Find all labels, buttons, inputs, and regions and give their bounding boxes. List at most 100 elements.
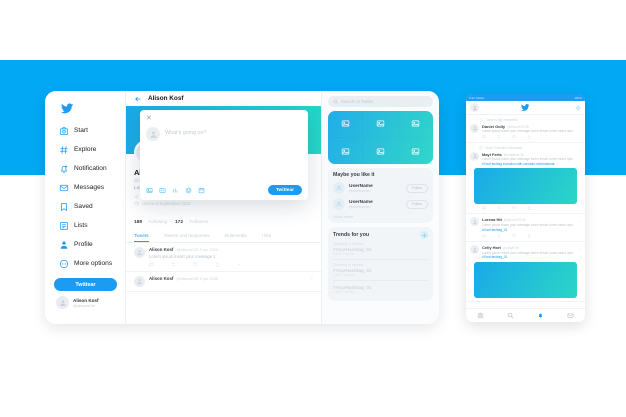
avatar	[146, 127, 160, 141]
close-icon[interactable]: ✕	[146, 115, 152, 122]
poll-icon[interactable]	[172, 187, 179, 194]
sidebar-account[interactable]: Alison Kosf @alisonk0sf	[56, 296, 125, 309]
tweet-image[interactable]	[474, 261, 577, 298]
list-item[interactable]: UserName @username Follow	[333, 182, 428, 194]
list-item[interactable]: ⌄ Trending in Mexico #YourHashtag_01 3,8…	[333, 260, 428, 281]
emoji-icon[interactable]	[185, 187, 192, 194]
list-item[interactable]: ⌄ Trending in Mexico #YourHashtag_01 5,8…	[333, 239, 428, 260]
share-icon[interactable]	[527, 206, 531, 211]
status-bar-left: 9:41 Twitter	[469, 95, 485, 100]
sidebar-item-saved[interactable]: Saved	[59, 198, 125, 215]
send-tweet-button[interactable]: Twittear	[267, 185, 302, 195]
arrow-left-icon[interactable]	[134, 95, 142, 103]
list-item[interactable]: ⌄ Lorena Hit @alisonK0S 6h Lorem ipsum i…	[466, 214, 585, 243]
tab-multimedia[interactable]: Multimedia	[224, 233, 247, 238]
more-icon[interactable]: ⌄	[309, 274, 314, 281]
media-cell[interactable]	[328, 138, 363, 164]
list-item[interactable]: UserName @username Follow	[333, 198, 428, 210]
media-cell[interactable]	[363, 111, 398, 137]
twitter-bird-icon[interactable]	[61, 102, 125, 115]
like-icon[interactable]	[193, 262, 198, 267]
tab-i-like[interactable]: I like	[261, 233, 272, 238]
like-icon[interactable]	[512, 206, 516, 211]
comment-icon[interactable]	[149, 262, 154, 267]
more-icon[interactable]: ⌄	[237, 260, 242, 267]
list-item[interactable]: ⌄ Daniel Golly retweeted Daniel Golly @a…	[466, 115, 585, 144]
like-icon[interactable]	[512, 135, 516, 139]
more-icon[interactable]: ⌄	[577, 246, 581, 252]
more-icon[interactable]: ⌄	[577, 147, 581, 153]
tweet-hashtag[interactable]: #YourHashtag evolution with constant inf…	[482, 162, 555, 167]
status-bar-right: 100%	[574, 95, 582, 100]
tweet-button[interactable]: Twittear	[54, 278, 117, 291]
sidebar-item-lists[interactable]: Lists	[59, 217, 125, 234]
list-item[interactable]: ⌄ Mayi Ferts liked this tweet Mayi Ferts…	[466, 143, 585, 215]
compose-input[interactable]: What's going on?	[165, 130, 207, 136]
sidebar-item-notification[interactable]: Notification	[59, 160, 125, 177]
retweet-icon[interactable]	[497, 135, 501, 139]
comment-icon[interactable]	[482, 206, 486, 211]
media-cell[interactable]	[398, 111, 433, 137]
more-icon[interactable]: ⌄	[423, 263, 427, 268]
sparkle-icon[interactable]	[575, 105, 581, 111]
page-title: Alison Kosf	[148, 95, 184, 102]
tweet-handle: @alisonK0S 5h	[507, 124, 530, 129]
share-icon[interactable]	[527, 234, 531, 238]
gif-icon[interactable]	[159, 187, 166, 194]
tweet-image[interactable]	[474, 168, 577, 205]
media-cell[interactable]	[363, 138, 398, 164]
following-stat[interactable]: 188 Following	[134, 219, 168, 225]
followers-stat[interactable]: 172 Followers	[175, 219, 209, 225]
list-item[interactable]: #YourHashtag_01 1,841 Tweets	[333, 281, 428, 297]
tab-tweets-and-responses[interactable]: Tweets and responses	[163, 233, 210, 238]
tab-tweets[interactable]: Tweets	[134, 233, 149, 242]
bell-icon[interactable]	[537, 312, 544, 319]
sidebar-item-explore[interactable]: Explore	[59, 141, 125, 158]
like-icon[interactable]	[512, 234, 516, 238]
search-icon[interactable]	[507, 312, 514, 319]
trend-tag: #YourHashtag_01	[333, 267, 372, 273]
sidebar-item-start[interactable]: Start	[59, 122, 125, 139]
retweet-icon[interactable]	[497, 206, 501, 211]
tweet-hashtag[interactable]: #YourHashtag_01	[482, 227, 508, 232]
tweet-author: Lorena Hit	[482, 217, 502, 223]
avatar	[134, 247, 145, 258]
follow-button[interactable]: Follow	[405, 199, 428, 209]
sidebar-item-profile[interactable]: Profile	[59, 236, 125, 253]
show-more-link[interactable]: Show more	[333, 214, 354, 219]
envelope-icon[interactable]	[567, 312, 574, 319]
image-icon[interactable]	[146, 187, 153, 194]
tweet-hashtag[interactable]: #YourHashtag_01	[482, 255, 508, 260]
more-icon[interactable]: ⌄	[577, 218, 581, 224]
schedule-icon[interactable]	[198, 187, 205, 194]
share-icon[interactable]	[527, 135, 531, 139]
list-item[interactable]: ⌄ Celly Hort @cellyh 8h Lorem ipsum inse…	[466, 242, 585, 302]
location-icon	[134, 194, 139, 199]
home-icon[interactable]	[477, 312, 484, 319]
retweet-icon[interactable]	[497, 234, 501, 238]
gear-icon[interactable]	[420, 231, 428, 239]
media-cell[interactable]	[328, 111, 363, 137]
compose-tweet-dialog: ✕ What's going on? Twittear	[140, 110, 308, 200]
avatar	[470, 245, 479, 255]
right-column: Search on Twitter Maybe you like it User…	[321, 91, 439, 324]
media-cell[interactable]	[398, 138, 433, 164]
comment-icon[interactable]	[482, 234, 486, 238]
sidebar-item-messages[interactable]: Messages	[59, 179, 125, 196]
more-icon[interactable]: ⌄	[577, 119, 581, 124]
table-row[interactable]: Alison Kosf @alisonK0S 5 jun 2020 ⌄	[126, 271, 321, 292]
tweet-handle: @cellyh 8h	[502, 246, 519, 251]
search-input[interactable]: Search on Twitter	[328, 96, 433, 107]
share-icon[interactable]	[215, 261, 220, 267]
sidebar-item-more-options[interactable]: More options	[59, 255, 125, 272]
more-icon[interactable]: ⌄	[423, 242, 427, 247]
table-row[interactable]: Alison Kosf @alisonK0S 5 jun 2020 Lorem …	[126, 243, 321, 272]
retweet-icon[interactable]	[171, 261, 176, 267]
search-placeholder: Search on Twitter	[341, 99, 374, 104]
tweet-actions: ⌄	[149, 260, 314, 267]
follow-button[interactable]: Follow	[405, 183, 428, 193]
avatar[interactable]	[470, 103, 479, 112]
tweet-actions	[482, 234, 581, 238]
comment-icon[interactable]	[482, 135, 486, 140]
mobile-mockup: 9:41 Twitter 100% ⌄ Daniel Golly retweet…	[466, 94, 585, 322]
